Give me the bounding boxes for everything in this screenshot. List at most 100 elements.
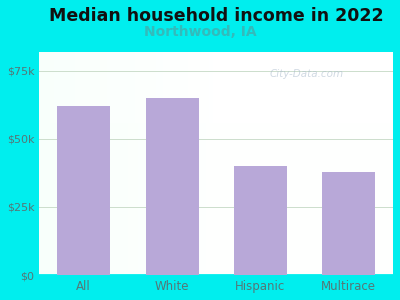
Bar	[40, 94, 393, 96]
Bar	[117, 52, 121, 275]
Bar	[184, 52, 188, 275]
Bar	[40, 87, 393, 89]
Bar	[78, 52, 82, 275]
Bar	[40, 76, 393, 78]
Bar	[156, 52, 160, 275]
Bar	[188, 52, 192, 275]
Bar	[40, 190, 393, 192]
Bar	[40, 172, 393, 175]
Bar	[40, 168, 393, 170]
Bar	[40, 118, 393, 121]
Bar	[40, 235, 393, 237]
Bar	[40, 175, 393, 177]
Bar	[146, 98, 198, 275]
Bar	[89, 52, 92, 275]
Bar	[40, 130, 393, 132]
Bar	[40, 166, 393, 168]
Bar	[195, 52, 198, 275]
Bar	[149, 52, 152, 275]
Bar	[40, 170, 393, 172]
Bar	[40, 146, 393, 148]
Bar	[322, 172, 375, 275]
Bar	[167, 52, 170, 275]
Bar	[96, 52, 100, 275]
Bar	[43, 52, 46, 275]
Bar	[40, 56, 393, 58]
Bar	[40, 110, 393, 112]
Bar	[40, 228, 393, 230]
Bar	[209, 52, 213, 275]
Bar	[40, 103, 393, 105]
Bar	[40, 89, 393, 92]
Bar	[146, 52, 149, 275]
Bar	[107, 52, 110, 275]
Bar	[40, 121, 393, 123]
Bar	[92, 52, 96, 275]
Bar	[181, 52, 184, 275]
Bar	[40, 98, 393, 101]
Bar	[40, 139, 393, 141]
Bar	[40, 152, 393, 154]
Bar	[177, 52, 181, 275]
Bar	[206, 52, 209, 275]
Bar	[71, 52, 75, 275]
Bar	[40, 148, 393, 150]
Bar	[40, 69, 393, 72]
Bar	[40, 219, 393, 221]
Bar	[128, 52, 131, 275]
Bar	[61, 52, 64, 275]
Bar	[121, 52, 124, 275]
Bar	[40, 60, 393, 63]
Bar	[40, 52, 43, 275]
Bar	[46, 52, 50, 275]
Bar	[138, 52, 142, 275]
Bar	[40, 188, 393, 190]
Bar	[40, 132, 393, 134]
Bar	[40, 195, 393, 197]
Bar	[40, 239, 393, 242]
Bar	[86, 52, 89, 275]
Bar	[40, 215, 393, 217]
Bar	[40, 260, 393, 262]
Bar	[40, 179, 393, 181]
Bar	[135, 52, 138, 275]
Bar	[40, 92, 393, 94]
Bar	[160, 52, 163, 275]
Bar	[198, 52, 202, 275]
Bar	[40, 141, 393, 143]
Bar	[40, 67, 393, 69]
Bar	[40, 54, 393, 56]
Bar	[54, 52, 57, 275]
Bar	[40, 184, 393, 186]
Bar	[40, 186, 393, 188]
Bar	[40, 177, 393, 179]
Bar	[100, 52, 103, 275]
Bar	[40, 81, 393, 83]
Bar	[40, 63, 393, 65]
Bar	[40, 206, 393, 208]
Bar	[40, 213, 393, 215]
Bar	[40, 159, 393, 161]
Bar	[163, 52, 167, 275]
Bar	[40, 107, 393, 110]
Bar	[40, 233, 393, 235]
Bar	[114, 52, 117, 275]
Bar	[40, 244, 393, 246]
Bar	[170, 52, 174, 275]
Bar	[40, 257, 393, 260]
Bar	[40, 58, 393, 60]
Bar	[40, 262, 393, 264]
Bar	[142, 52, 146, 275]
Bar	[40, 163, 393, 166]
Bar	[40, 266, 393, 268]
Bar	[40, 72, 393, 74]
Bar	[40, 74, 393, 76]
Bar	[40, 123, 393, 125]
Bar	[40, 136, 393, 139]
Bar	[40, 96, 393, 98]
Bar	[40, 125, 393, 128]
Bar	[40, 83, 393, 85]
Bar	[40, 226, 393, 228]
Bar	[40, 114, 393, 116]
Bar	[40, 134, 393, 136]
